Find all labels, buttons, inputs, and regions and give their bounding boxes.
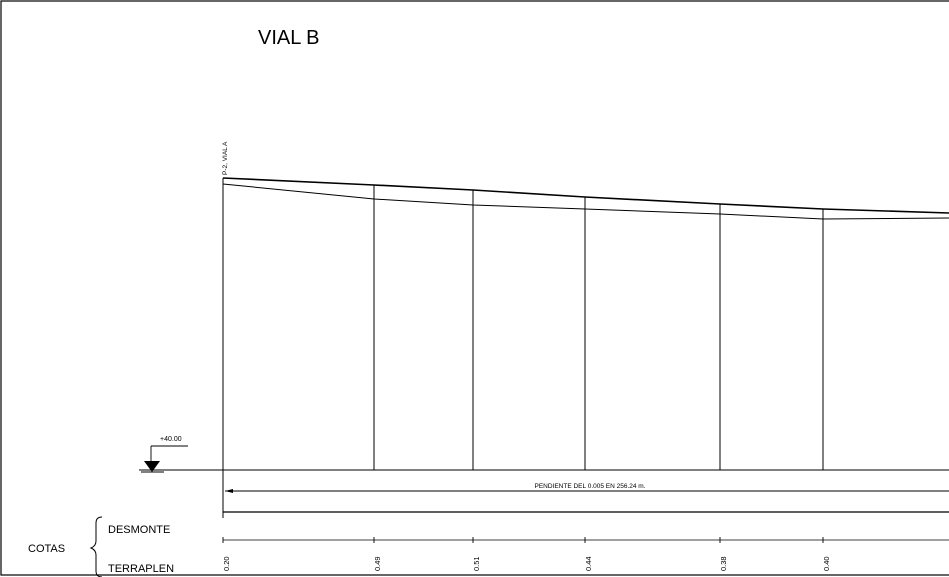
terraplen-value: 0.49 bbox=[373, 556, 382, 571]
terraplen-label: TERRAPLEN bbox=[108, 563, 174, 575]
road-grade-line bbox=[222, 177, 949, 214]
terraplen-values: 0.20 0.49 0.51 0.44 0.38 0.40 bbox=[222, 556, 831, 571]
terraplen-value: 0.44 bbox=[584, 556, 593, 571]
terraplen-value: 0.20 bbox=[222, 556, 231, 571]
slope-label: PENDIENTE DEL 0.005 EN 256.24 m. bbox=[534, 483, 645, 490]
cotas-label: COTAS bbox=[28, 543, 65, 555]
desmonte-label: DESMONTE bbox=[108, 524, 170, 536]
terraplen-value: 0.38 bbox=[719, 556, 728, 571]
station-lines bbox=[222, 178, 824, 518]
terraplen-value: 0.51 bbox=[472, 556, 481, 571]
drawing-title: VIAL B bbox=[258, 27, 320, 49]
terrain-line bbox=[222, 183, 949, 220]
terraplen-value: 0.40 bbox=[822, 556, 831, 571]
desmonte-ticks bbox=[222, 537, 824, 543]
datum-marker bbox=[141, 445, 188, 473]
slope-arrowhead bbox=[225, 489, 233, 493]
datum-elevation-label: +40.00 bbox=[160, 436, 182, 443]
start-point-label: P-2, VIAL A bbox=[222, 141, 229, 175]
cotas-brace bbox=[89, 516, 103, 577]
